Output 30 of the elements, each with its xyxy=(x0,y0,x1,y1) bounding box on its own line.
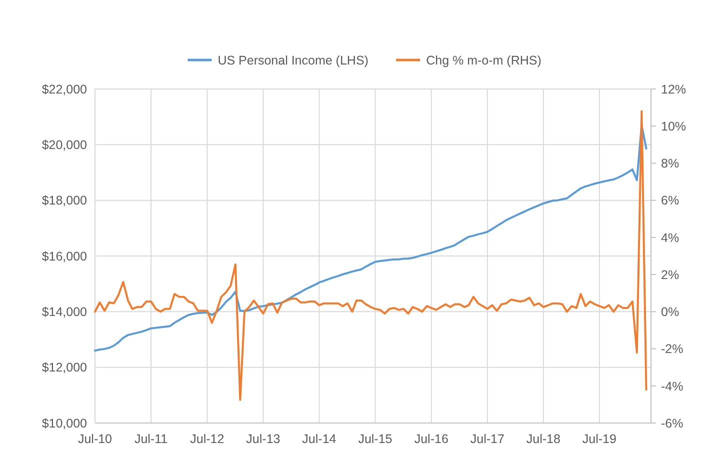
y2-tick-label: 2% xyxy=(661,268,680,282)
line-series xyxy=(94,110,648,401)
y-tick-label: $16,000 xyxy=(42,249,88,264)
y2-tick-label: 0% xyxy=(661,305,680,320)
y2-tick-label: 8% xyxy=(661,156,680,171)
y2-tick-label: -6% xyxy=(661,416,684,430)
y-tick-label: $20,000 xyxy=(42,138,88,152)
x-tick-label: Jul-13 xyxy=(246,432,280,446)
y2-tick-label: 4% xyxy=(661,230,680,245)
x-tick-label: Jul-18 xyxy=(526,432,560,446)
legend-label: US Personal Income (LHS) xyxy=(218,53,368,68)
y2-tick-label: 10% xyxy=(661,119,686,134)
x-tick-label: Jul-14 xyxy=(302,432,336,446)
y-tick-label: $14,000 xyxy=(42,305,88,320)
x-tick-label: Jul-17 xyxy=(470,432,504,446)
legend-label: Chg % m-o-m (RHS) xyxy=(426,53,542,68)
x-tick-label: Jul-19 xyxy=(582,432,617,446)
y2-tick-label: 12% xyxy=(661,82,686,96)
x-tick-label: Jul-16 xyxy=(414,432,448,446)
y-tick-label: $22,000 xyxy=(42,82,88,96)
y2-tick-label: 6% xyxy=(661,194,680,208)
y-tick-label: $18,000 xyxy=(42,194,88,208)
y-tick-label: $10,000 xyxy=(42,416,88,430)
x-tick-label: Jul-15 xyxy=(358,432,392,446)
y2-tick-label: -2% xyxy=(661,342,684,356)
x-tick-label: Jul-11 xyxy=(134,432,168,446)
y2-tick-label: -4% xyxy=(661,379,684,394)
y-tick-label: $12,000 xyxy=(42,360,88,375)
x-tick-label: Jul-12 xyxy=(190,432,224,446)
x-tick-label: Jul-10 xyxy=(78,432,112,446)
